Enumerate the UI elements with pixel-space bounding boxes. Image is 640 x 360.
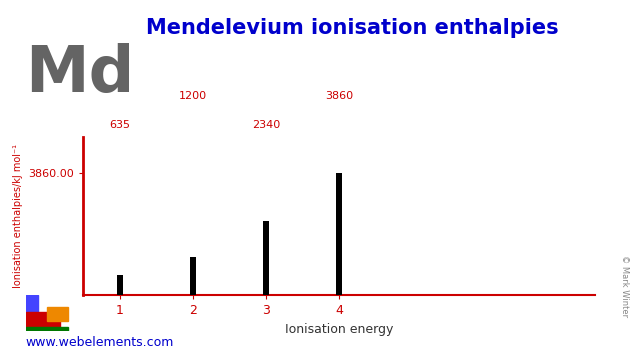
Bar: [263, 221, 269, 295]
Text: www.webelements.com: www.webelements.com: [26, 336, 174, 349]
Bar: [190, 257, 196, 295]
Text: 1200: 1200: [179, 91, 207, 101]
Y-axis label: Ionisation enthalpies/kJ mol⁻¹: Ionisation enthalpies/kJ mol⁻¹: [13, 144, 23, 288]
Text: Md: Md: [26, 43, 135, 105]
Bar: [336, 174, 342, 295]
Bar: [47, 307, 68, 321]
X-axis label: Ionisation energy: Ionisation energy: [285, 323, 394, 336]
Bar: [26, 295, 38, 317]
Text: 3860: 3860: [325, 91, 353, 101]
Text: © Mark Winter: © Mark Winter: [620, 255, 628, 317]
Bar: [26, 312, 60, 327]
Bar: [117, 275, 123, 295]
Text: 635: 635: [109, 120, 131, 130]
Bar: [26, 327, 68, 331]
Text: Mendelevium ionisation enthalpies: Mendelevium ionisation enthalpies: [146, 18, 558, 38]
Text: 2340: 2340: [252, 120, 280, 130]
